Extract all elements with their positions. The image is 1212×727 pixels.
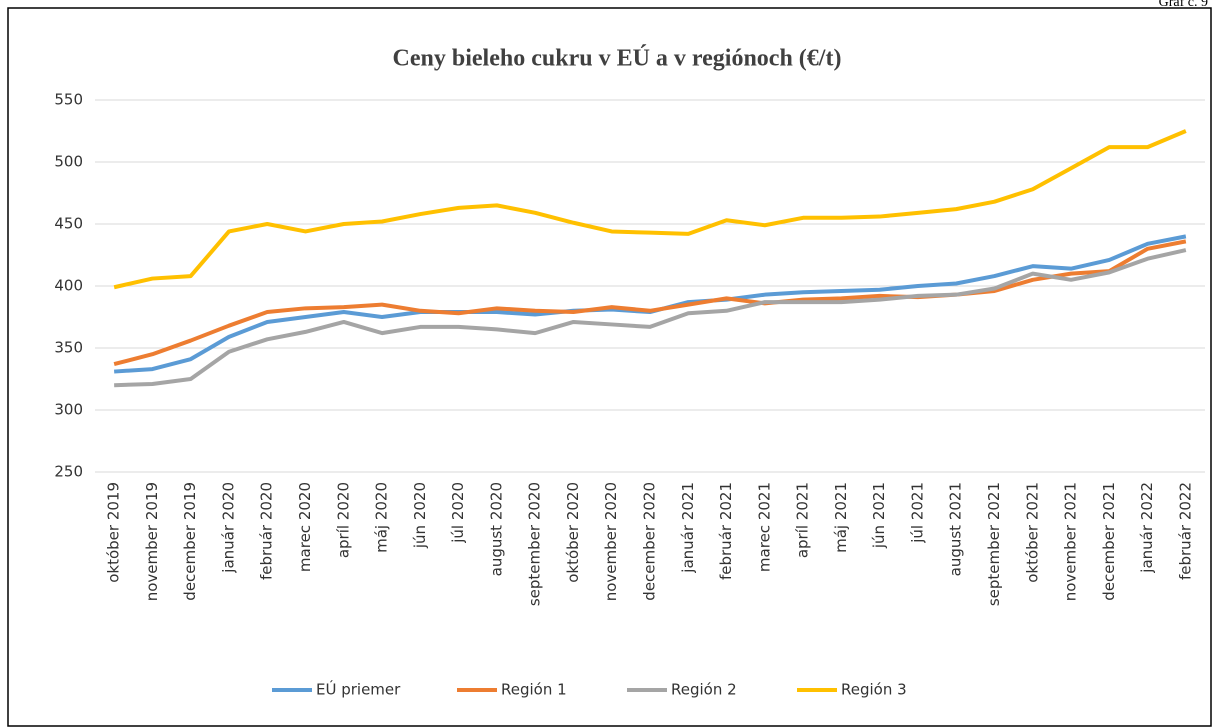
- x-tick-label: december 2021: [1100, 482, 1118, 601]
- data-line: [113, 239, 1187, 367]
- corner-label: Graf č. 9: [1159, 0, 1208, 10]
- x-tick-label: máj 2020: [373, 482, 391, 553]
- y-tick-label: 450: [54, 215, 83, 233]
- x-tick-label: február 2021: [717, 482, 735, 580]
- x-tick-label: október 2019: [105, 482, 123, 583]
- x-tick-label: február 2022: [1176, 482, 1194, 580]
- y-tick-label: 400: [54, 277, 83, 295]
- x-tick-label: jún 2021: [870, 482, 888, 549]
- x-tick-label: august 2021: [947, 482, 965, 576]
- y-tick-label: 500: [54, 153, 83, 171]
- x-tick-label: marec 2020: [296, 482, 314, 572]
- x-tick-label: september 2020: [526, 482, 544, 606]
- x-tick-label: apríl 2020: [334, 482, 352, 558]
- x-tick-label: január 2021: [679, 482, 697, 574]
- chart-frame: [7, 7, 1212, 727]
- x-tick-label: január 2022: [1138, 482, 1156, 574]
- x-tick-label: november 2021: [1062, 482, 1080, 601]
- x-tick-label: október 2021: [1023, 482, 1041, 583]
- y-tick-label: 250: [54, 463, 83, 481]
- x-tick-label: apríl 2021: [794, 482, 812, 558]
- x-tick-label: november 2020: [602, 482, 620, 601]
- x-tick-label: september 2021: [985, 482, 1003, 606]
- x-tick-label: júl 2020: [449, 482, 467, 544]
- y-tick-label: 550: [54, 91, 83, 109]
- x-tick-label: február 2020: [258, 482, 276, 580]
- chart-title: Ceny bieleho cukru v EÚ a v regiónoch (€…: [393, 46, 842, 72]
- x-tick-label: január 2020: [219, 482, 237, 574]
- legend-label: Región 3: [841, 681, 907, 699]
- x-tick-label: október 2020: [564, 482, 582, 583]
- x-tick-label: december 2020: [641, 482, 659, 601]
- legend-label: Región 2: [671, 681, 737, 699]
- x-tick-label: máj 2021: [832, 482, 850, 553]
- x-tick-label: august 2020: [487, 482, 505, 576]
- legend-label: EÚ priemer: [316, 680, 401, 699]
- y-tick-label: 350: [54, 339, 83, 357]
- x-tick-label: november 2019: [143, 482, 161, 601]
- x-tick-label: júl 2021: [908, 482, 926, 544]
- y-tick-label: 300: [54, 401, 83, 419]
- data-line: [114, 248, 1187, 388]
- x-tick-label: december 2019: [181, 482, 199, 601]
- x-tick-label: marec 2021: [755, 482, 773, 572]
- legend-label: Región 1: [501, 681, 567, 699]
- x-tick-label: jún 2020: [411, 482, 429, 549]
- data-line: [113, 129, 1187, 290]
